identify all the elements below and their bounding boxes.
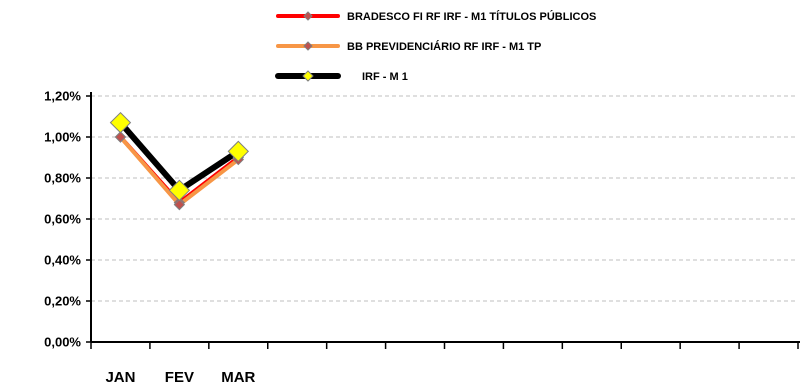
x-axis: JAN FEV MAR — [90, 341, 800, 386]
series-group — [109, 111, 249, 211]
legend-marker — [303, 41, 313, 51]
legend: BRADESCO FI RF IRF - M1 TÍTULOS PÚBLICOS… — [275, 10, 596, 83]
data-point — [109, 111, 132, 134]
x-tick-label: FEV — [165, 369, 194, 386]
y-tick-label: 0,60% — [44, 212, 81, 227]
legend-label: IRF - M 1 — [362, 71, 408, 83]
y-tick-label: 0,20% — [44, 294, 81, 309]
legend-marker — [302, 70, 314, 82]
y-tick-label: 0,00% — [44, 335, 81, 350]
legend-label: BRADESCO FI RF IRF - M1 TÍTULOS PÚBLICOS — [347, 10, 596, 23]
data-point — [114, 131, 127, 143]
legend-item: IRF - M 1 — [275, 70, 408, 83]
y-tick-label: 0,80% — [44, 171, 81, 186]
legend-item: BRADESCO FI RF IRF - M1 TÍTULOS PÚBLICOS — [276, 10, 596, 23]
y-tick-label: 0,40% — [44, 253, 81, 268]
legend-marker — [303, 11, 313, 21]
x-tick-label: MAR — [221, 369, 255, 386]
data-point — [168, 179, 191, 202]
data-point — [227, 140, 249, 163]
y-tick-label: 1,20% — [44, 89, 81, 104]
legend-item: BB PREVIDENCIÁRIO RF IRF - M1 TP — [276, 40, 541, 53]
data-point — [173, 198, 186, 211]
x-tick-label: JAN — [105, 369, 135, 386]
legend-label: BB PREVIDENCIÁRIO RF IRF - M1 TP — [347, 40, 541, 53]
gridlines — [91, 95, 798, 302]
y-tick-label: 1,00% — [44, 130, 81, 145]
y-axis: 0,00% 0,20% 0,40% 0,60% 0,80% 1,00% 1,20% — [44, 89, 92, 350]
